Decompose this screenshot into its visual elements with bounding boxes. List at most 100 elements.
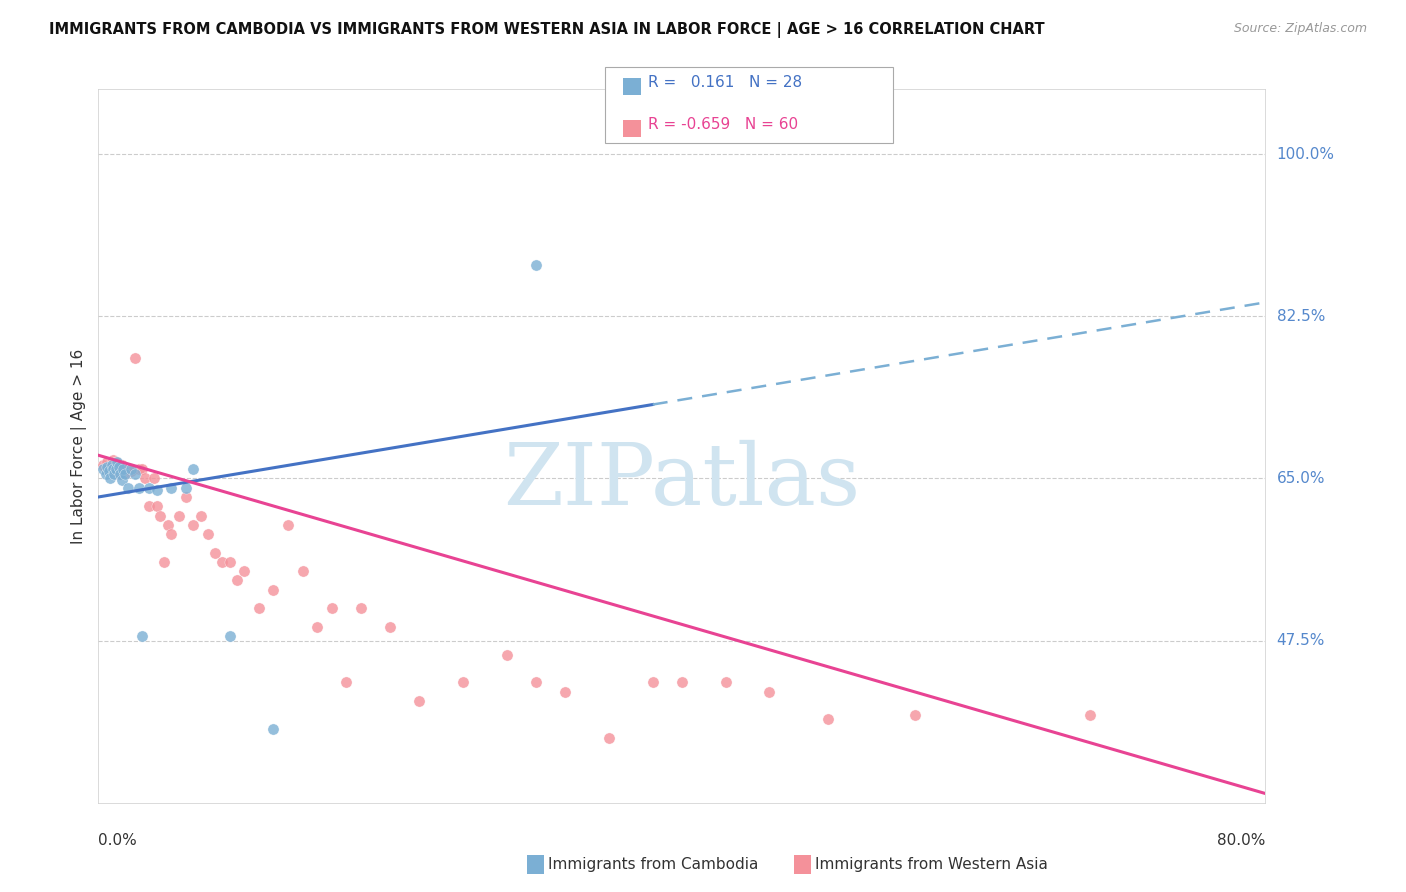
Point: [96, 455, 118, 469]
Point: [91, 458, 114, 472]
Point: [112, 462, 135, 476]
Point: [97, 460, 120, 475]
Point: [114, 467, 136, 481]
Text: 65.0%: 65.0%: [1277, 471, 1324, 486]
Point: [124, 351, 146, 365]
Point: [496, 648, 519, 662]
Point: [160, 481, 183, 495]
Point: [598, 731, 620, 745]
Point: [218, 629, 240, 643]
Point: [190, 508, 212, 523]
Point: [233, 564, 256, 578]
Point: [451, 675, 474, 690]
Point: [101, 453, 124, 467]
Text: 82.5%: 82.5%: [1277, 309, 1324, 324]
Point: [262, 722, 284, 736]
Point: [112, 462, 135, 476]
Point: [181, 462, 204, 476]
Point: [714, 675, 737, 690]
Point: [149, 508, 172, 523]
Point: [103, 462, 125, 476]
Point: [277, 517, 299, 532]
Point: [817, 712, 839, 726]
Point: [100, 458, 122, 472]
Point: [114, 466, 136, 480]
Point: [94, 467, 117, 481]
Point: [120, 462, 142, 476]
Point: [146, 483, 169, 497]
Point: [128, 462, 150, 476]
Point: [174, 490, 197, 504]
Point: [96, 460, 118, 475]
Point: [94, 462, 117, 476]
Point: [181, 517, 204, 532]
Point: [100, 458, 122, 472]
Point: [554, 684, 576, 698]
Point: [98, 464, 121, 478]
Point: [174, 481, 197, 495]
Point: [124, 467, 146, 481]
Point: [226, 574, 249, 588]
Text: R =   0.161   N = 28: R = 0.161 N = 28: [648, 76, 803, 90]
Point: [524, 675, 547, 690]
Point: [197, 527, 219, 541]
Point: [103, 467, 125, 481]
Text: Source: ZipAtlas.com: Source: ZipAtlas.com: [1233, 22, 1367, 36]
Point: [204, 545, 226, 559]
Point: [146, 500, 169, 514]
Text: 0.0%: 0.0%: [98, 833, 138, 848]
Point: [128, 481, 150, 495]
Point: [120, 464, 142, 478]
Point: [758, 684, 780, 698]
Point: [117, 481, 139, 495]
Point: [131, 629, 153, 643]
Point: [91, 462, 114, 476]
Point: [408, 694, 430, 708]
Point: [142, 471, 165, 485]
Point: [1080, 707, 1102, 722]
Point: [157, 517, 180, 532]
Text: R = -0.659   N = 60: R = -0.659 N = 60: [648, 118, 799, 132]
Point: [108, 467, 131, 481]
Text: 100.0%: 100.0%: [1277, 146, 1334, 161]
Point: [262, 582, 284, 597]
Point: [111, 458, 134, 472]
Point: [904, 707, 927, 722]
Point: [134, 471, 156, 485]
Point: [307, 620, 329, 634]
Text: IMMIGRANTS FROM CAMBODIA VS IMMIGRANTS FROM WESTERN ASIA IN LABOR FORCE | AGE > : IMMIGRANTS FROM CAMBODIA VS IMMIGRANTS F…: [49, 22, 1045, 38]
Point: [671, 675, 693, 690]
Text: 47.5%: 47.5%: [1277, 633, 1324, 648]
Point: [335, 675, 357, 690]
Point: [97, 464, 120, 478]
Point: [218, 555, 240, 569]
Point: [131, 462, 153, 476]
Text: Immigrants from Cambodia: Immigrants from Cambodia: [548, 857, 759, 871]
Point: [247, 601, 270, 615]
Point: [110, 467, 132, 481]
Point: [101, 462, 124, 476]
Point: [321, 601, 343, 615]
Point: [350, 601, 373, 615]
Point: [524, 258, 547, 272]
Point: [160, 527, 183, 541]
Point: [108, 460, 131, 475]
Point: [138, 481, 160, 495]
Point: [167, 508, 190, 523]
Point: [105, 458, 128, 472]
Point: [105, 455, 128, 469]
Y-axis label: In Labor Force | Age > 16: In Labor Force | Age > 16: [72, 349, 87, 543]
Text: ZIPatlas: ZIPatlas: [503, 440, 860, 524]
Point: [111, 473, 134, 487]
Point: [153, 555, 176, 569]
Point: [110, 462, 132, 476]
Point: [104, 462, 127, 476]
Text: 80.0%: 80.0%: [1218, 833, 1265, 848]
Point: [98, 471, 121, 485]
Point: [104, 455, 127, 469]
Point: [641, 675, 664, 690]
Point: [117, 462, 139, 476]
Point: [380, 620, 402, 634]
Point: [291, 564, 314, 578]
Point: [211, 555, 233, 569]
